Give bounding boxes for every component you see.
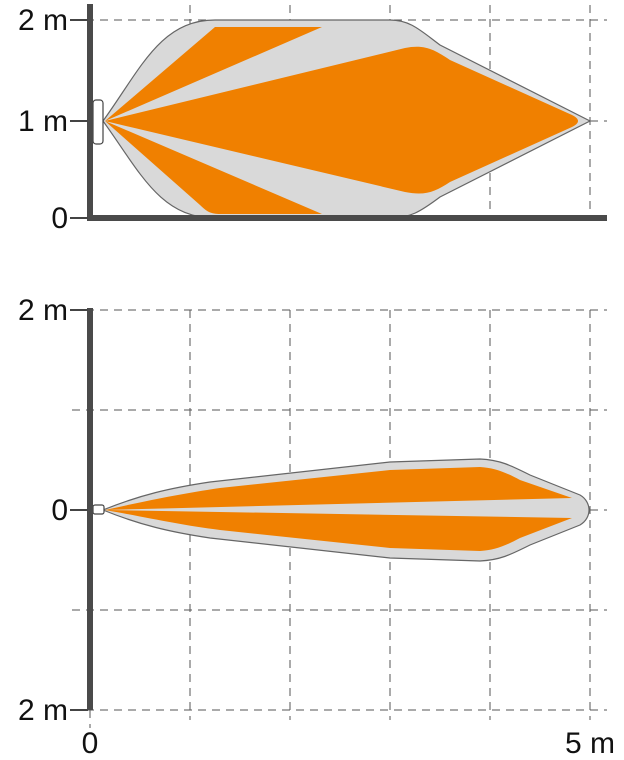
zone-lower [105, 121, 322, 214]
zone-upper [105, 467, 572, 510]
x-label: 0 [82, 727, 99, 760]
detection-zone [101, 458, 590, 562]
zone-lower [105, 510, 572, 551]
y-label: 2 m [18, 294, 68, 327]
x-label: 5 m [565, 727, 615, 760]
y-label: 0 [51, 494, 68, 527]
sensor [92, 504, 105, 515]
side-view: 2 m 0 2 m 0 5 m [18, 294, 615, 760]
y-label: 0 [51, 202, 68, 235]
sensor [92, 99, 104, 145]
y-label: 1 m [18, 105, 68, 138]
top-view: 2 m 1 m 0 [18, 4, 607, 235]
zone-upper [105, 27, 322, 121]
y-label: 2 m [18, 694, 68, 727]
y-label: 2 m [18, 4, 68, 37]
zone-middle [105, 46, 578, 194]
